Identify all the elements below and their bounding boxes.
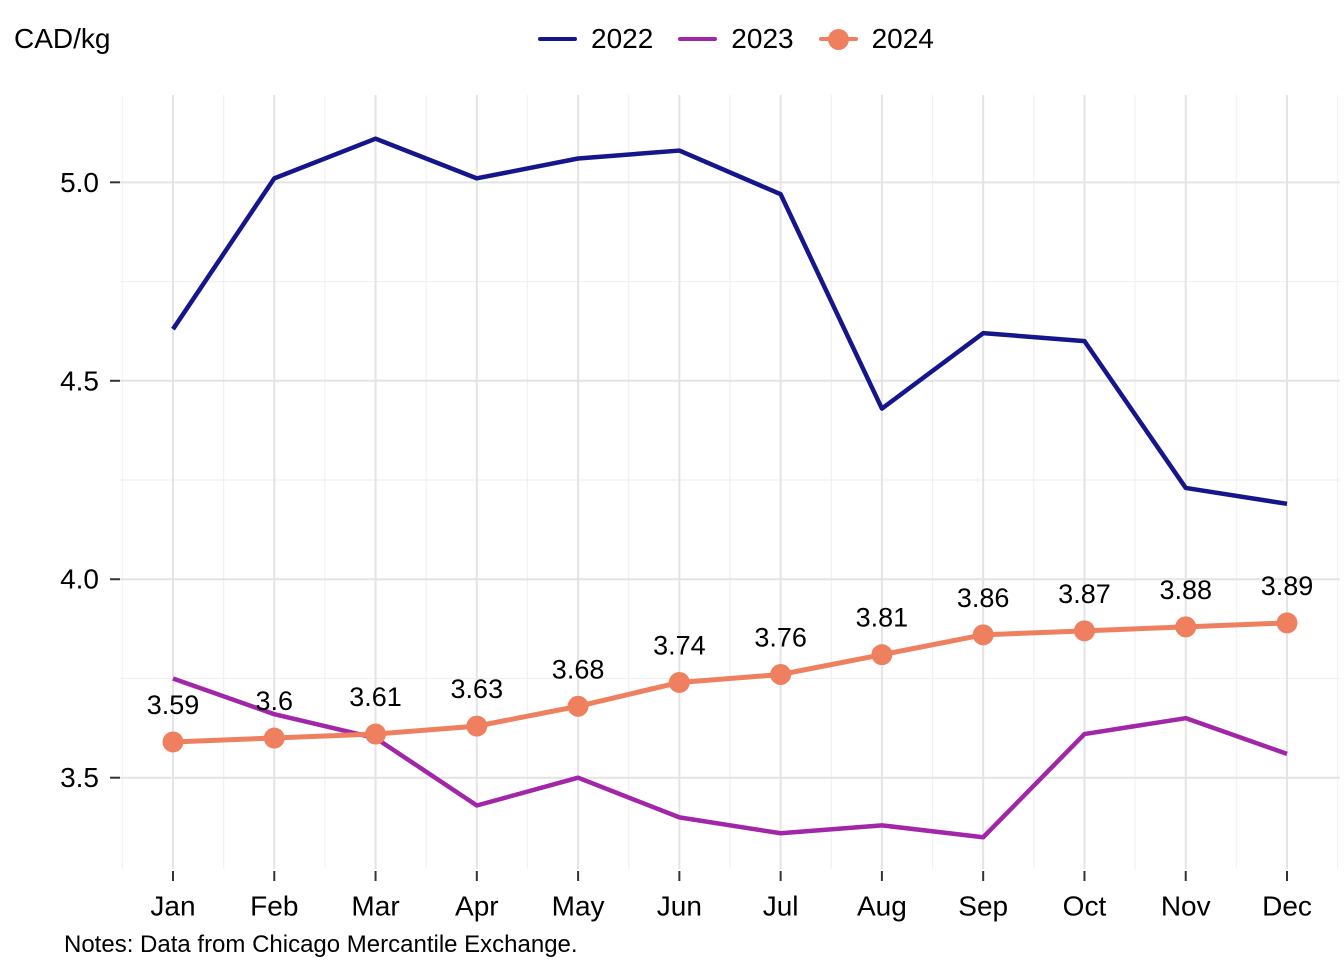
line-swatch-icon xyxy=(678,37,718,41)
point-swatch-icon xyxy=(827,28,849,50)
x-tick-label: Mar xyxy=(351,891,399,922)
data-point-2024 xyxy=(162,731,184,753)
legend-label: 2022 xyxy=(591,23,654,54)
y-tick-label: 4.0 xyxy=(60,564,99,595)
data-label-2024: 3.87 xyxy=(1058,579,1111,609)
data-label-2024: 3.63 xyxy=(451,674,504,704)
data-label-2024: 3.6 xyxy=(255,686,293,716)
data-label-2024: 3.81 xyxy=(856,603,909,633)
x-tick-label: Feb xyxy=(250,891,298,922)
data-point-2024 xyxy=(1276,612,1298,634)
legend-item-2024: 2024 xyxy=(818,23,934,55)
chart-notes: Notes: Data from Chicago Mercantile Exch… xyxy=(64,931,578,958)
data-point-2024 xyxy=(466,715,488,737)
legend-line-swatch-2022 xyxy=(538,23,577,55)
x-tick-label: Dec xyxy=(1262,891,1312,922)
data-point-2024 xyxy=(871,644,893,666)
data-label-2024: 3.74 xyxy=(653,630,706,660)
legend-label: 2024 xyxy=(871,23,934,54)
x-tick-label: May xyxy=(552,891,605,922)
data-label-2024: 3.88 xyxy=(1159,575,1212,605)
x-tick-label: Aug xyxy=(857,891,907,922)
x-tick-label: Jan xyxy=(150,891,195,922)
data-label-2024: 3.59 xyxy=(147,690,200,720)
legend: 2022 2023 2024 xyxy=(538,23,934,55)
series-line-2024 xyxy=(172,620,1288,745)
y-tick-label: 5.0 xyxy=(60,167,99,198)
legend-line-swatch-2023 xyxy=(678,23,718,55)
data-point-2024 xyxy=(1175,616,1197,638)
data-point-2024 xyxy=(263,727,285,749)
x-tick-label: Jun xyxy=(657,891,702,922)
legend-line-dot-swatch-2024 xyxy=(818,23,858,55)
y-tick-label: 4.5 xyxy=(60,365,99,396)
data-point-2024 xyxy=(567,695,589,717)
y-axis-unit-label: CAD/kg xyxy=(14,23,111,54)
data-label-2024: 3.68 xyxy=(552,654,605,684)
x-tick-label: Apr xyxy=(455,891,499,922)
data-label-2024: 3.76 xyxy=(754,623,807,653)
data-point-2024 xyxy=(1073,620,1095,642)
legend-item-2023: 2023 xyxy=(678,23,794,55)
legend-item-2022: 2022 xyxy=(538,23,653,55)
data-point-2024 xyxy=(972,624,994,646)
line-swatch-icon xyxy=(538,37,577,41)
data-point-2024 xyxy=(668,671,690,693)
series-line-2022 xyxy=(171,136,1288,507)
x-tick-label: Sep xyxy=(958,891,1008,922)
data-label-2024: 3.86 xyxy=(957,583,1010,613)
data-point-2024 xyxy=(365,723,387,745)
x-tick-label: Nov xyxy=(1161,891,1211,922)
legend-label: 2023 xyxy=(731,23,794,54)
x-tick-label: Oct xyxy=(1063,891,1107,922)
data-label-2024: 3.61 xyxy=(349,682,402,712)
x-tick-label: Jul xyxy=(763,891,799,922)
data-label-2024: 3.89 xyxy=(1261,571,1314,601)
data-point-2024 xyxy=(770,664,792,686)
y-tick-label: 3.5 xyxy=(60,762,99,793)
